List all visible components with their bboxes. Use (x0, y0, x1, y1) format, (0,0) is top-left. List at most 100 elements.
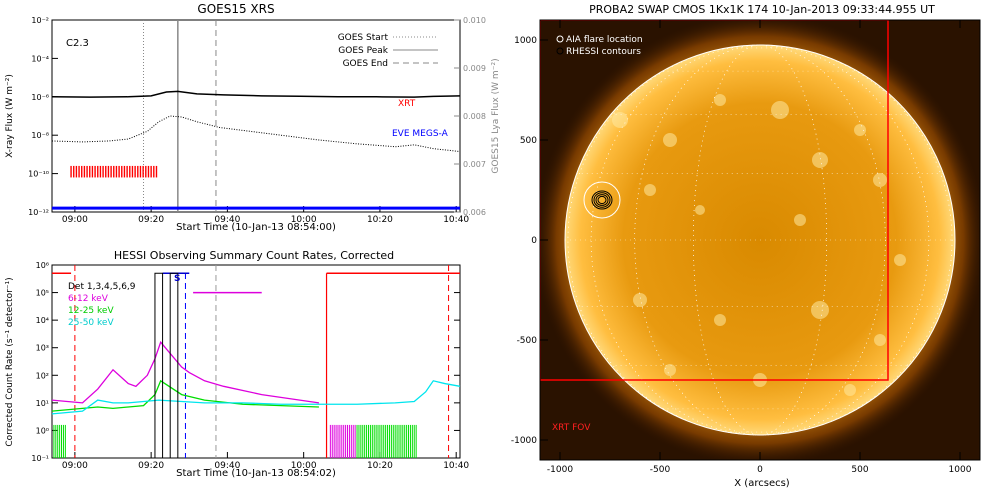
goes-y-tick-label: 10⁻¹² (28, 208, 49, 217)
active-region (714, 314, 726, 326)
goes-x-tick-label: 09:00 (62, 215, 88, 225)
hessi-y-tick-label: 10⁵ (36, 289, 49, 298)
goes-x-tick-label: 10:20 (367, 215, 393, 225)
swap-legend-rhessi: RHESSI contours (566, 47, 641, 57)
active-region (873, 173, 887, 187)
active-region (874, 334, 886, 346)
swap-y-tick-label: -1000 (511, 436, 537, 446)
goes-legend-peak: GOES Peak (338, 46, 388, 56)
aia-flare-location-circle (583, 181, 621, 219)
hessi-x-tick-label: 09:40 (214, 461, 240, 471)
goes-y2label: GOES15 Lya Flux (W m⁻²) (491, 58, 501, 173)
longitude-line (693, 44, 827, 436)
swap-xlabel: X (arcsecs) (734, 478, 790, 489)
hessi-x-tick-label: 09:00 (62, 461, 88, 471)
goes-class-label: C2.3 (66, 38, 89, 49)
goes-y2-tick-label: 0.007 (463, 160, 486, 169)
hessi-y-tick-label: 10⁰ (36, 426, 49, 435)
goes-x-tick-label: 10:00 (291, 215, 317, 225)
goes-y-tick-label: 10⁻² (31, 16, 49, 25)
hessi-xlabel: Start Time (10-Jan-13 08:54:02) (176, 468, 336, 479)
goes-legend: GOES Start GOES Peak GOES End (338, 33, 438, 69)
goes-xlabel: Start Time (10-Jan-13 08:54:00) (176, 222, 336, 233)
active-region (854, 124, 866, 136)
hessi-y-tick-label: 10³ (36, 344, 49, 353)
rhessi-legend-icon (556, 47, 564, 55)
swap-legend-aia: AIA flare location (566, 35, 643, 45)
active-region (771, 101, 789, 119)
swap-legend: AIA flare location RHESSI contours (556, 35, 643, 57)
swap-x-tick-label: -500 (650, 465, 671, 475)
hessi-plot-frame (51, 264, 461, 459)
hessi-series-group (51, 272, 461, 459)
goes-y2-tick-label: 0.009 (463, 64, 486, 73)
goes-xrt-coverage-bar (70, 165, 158, 178)
swap-y-tick-label: -500 (517, 336, 538, 346)
swap-x-tick-label: 0 (757, 465, 763, 475)
swap-title: PROBA2 SWAP CMOS 1Kx1K 174 10-Jan-2013 0… (589, 3, 935, 16)
goes-title: GOES15 XRS (197, 2, 274, 16)
solar-limb (564, 44, 956, 436)
goes-legend-start: GOES Start (338, 33, 389, 43)
goes-y-tick-label: 10⁻¹⁰ (28, 170, 49, 179)
aia-legend-icon (556, 35, 564, 43)
swap-y-tick-label: 500 (520, 136, 537, 146)
rhessi-contour (595, 194, 609, 206)
hessi-y-tick-label: 10¹ (36, 399, 49, 408)
rhessi-contour (591, 190, 613, 210)
hessi-x-tick-label: 10:40 (443, 461, 469, 471)
goes-y2-tick-label: 0.006 (463, 208, 486, 217)
active-region (695, 205, 705, 215)
hessi-title: HESSI Observing Summary Count Rates, Cor… (114, 249, 394, 262)
hessi-series-2 (51, 380, 461, 415)
active-region (644, 184, 656, 196)
goes-ylabel: X-ray Flux (W m⁻²) (5, 74, 15, 158)
goes-event-lines (143, 20, 217, 212)
goes-series-group (51, 90, 461, 153)
hessi-y-tick-label: 10⁴ (36, 316, 49, 325)
hessi-panel: HESSI Observing Summary Count Rates, Cor… (5, 249, 469, 479)
active-region (664, 364, 676, 376)
goes-legend-end: GOES End (343, 59, 388, 69)
hessi-legend-12-25: 12-25 keV (68, 306, 114, 316)
hessi-y-tick-label: 10² (36, 371, 49, 380)
swap-x-axis: -1000 -500 0 500 1000 (547, 20, 972, 475)
goes-x-tick-label: 09:20 (138, 215, 164, 225)
eve-annotation: EVE MEGS-A (392, 129, 449, 139)
sun-surface-features (612, 94, 906, 396)
goes-short-series (51, 115, 461, 153)
goes-y2-tick-label: 0.008 (463, 112, 486, 121)
active-region (633, 293, 647, 307)
hessi-y-tick-label: 10⁶ (36, 261, 49, 270)
hessi-legend: Det 1,3,4,5,6,9 6-12 keV 12-25 keV 25-50… (68, 282, 136, 328)
goes-long-series (51, 90, 461, 98)
hessi-legend-25-50: 25-50 keV (68, 318, 114, 328)
goes-y-axis: 10⁻² 10⁻⁴ 10⁻⁶ 10⁻⁸ 10⁻¹⁰ 10⁻¹² (28, 16, 58, 217)
rhessi-contour (597, 195, 607, 205)
active-region (811, 301, 829, 319)
swap-y-axis: 1000 500 0 -500 -1000 (511, 36, 548, 446)
xrt-fov-label: XRT FOV (552, 423, 591, 433)
goes-y-tick-label: 10⁻⁶ (31, 93, 49, 102)
goes-panel: GOES15 XRS C2.3 10⁻²10⁻⁴10⁻⁶10⁻⁸10⁻¹⁰10⁻… (5, 2, 501, 233)
goes-plot-frame (51, 19, 461, 213)
active-region (663, 133, 677, 147)
hessi-x-tick-label: 10:00 (291, 461, 317, 471)
hessi-x-tick-label: 10:20 (367, 461, 393, 471)
swap-x-tick-label: 1000 (949, 465, 972, 475)
rhessi-contour (593, 192, 611, 208)
hessi-legend-6-12: 6-12 keV (68, 294, 109, 304)
swap-panel: PROBA2 SWAP CMOS 1Kx1K 174 10-Jan-2013 0… (511, 3, 981, 489)
swap-x-tick-label: -1000 (547, 465, 573, 475)
active-region (812, 152, 828, 168)
goes-x-tick-label: 10:40 (443, 215, 469, 225)
active-region (844, 384, 856, 396)
goes-y2-axis: 0.010 0.009 0.008 0.007 0.006 (454, 16, 486, 217)
swap-y-tick-label: 1000 (514, 36, 537, 46)
swap-x-tick-label: 500 (851, 465, 868, 475)
hessi-y-tick-label: 10⁻¹ (31, 454, 49, 463)
hessi-s-label: S (174, 274, 180, 284)
goes-x-tick-label: 09:40 (214, 215, 240, 225)
hessi-y-axis: 10⁶ 10⁵ 10⁴ 10³ 10² 10¹ 10⁰ 10⁻¹ (31, 261, 460, 463)
